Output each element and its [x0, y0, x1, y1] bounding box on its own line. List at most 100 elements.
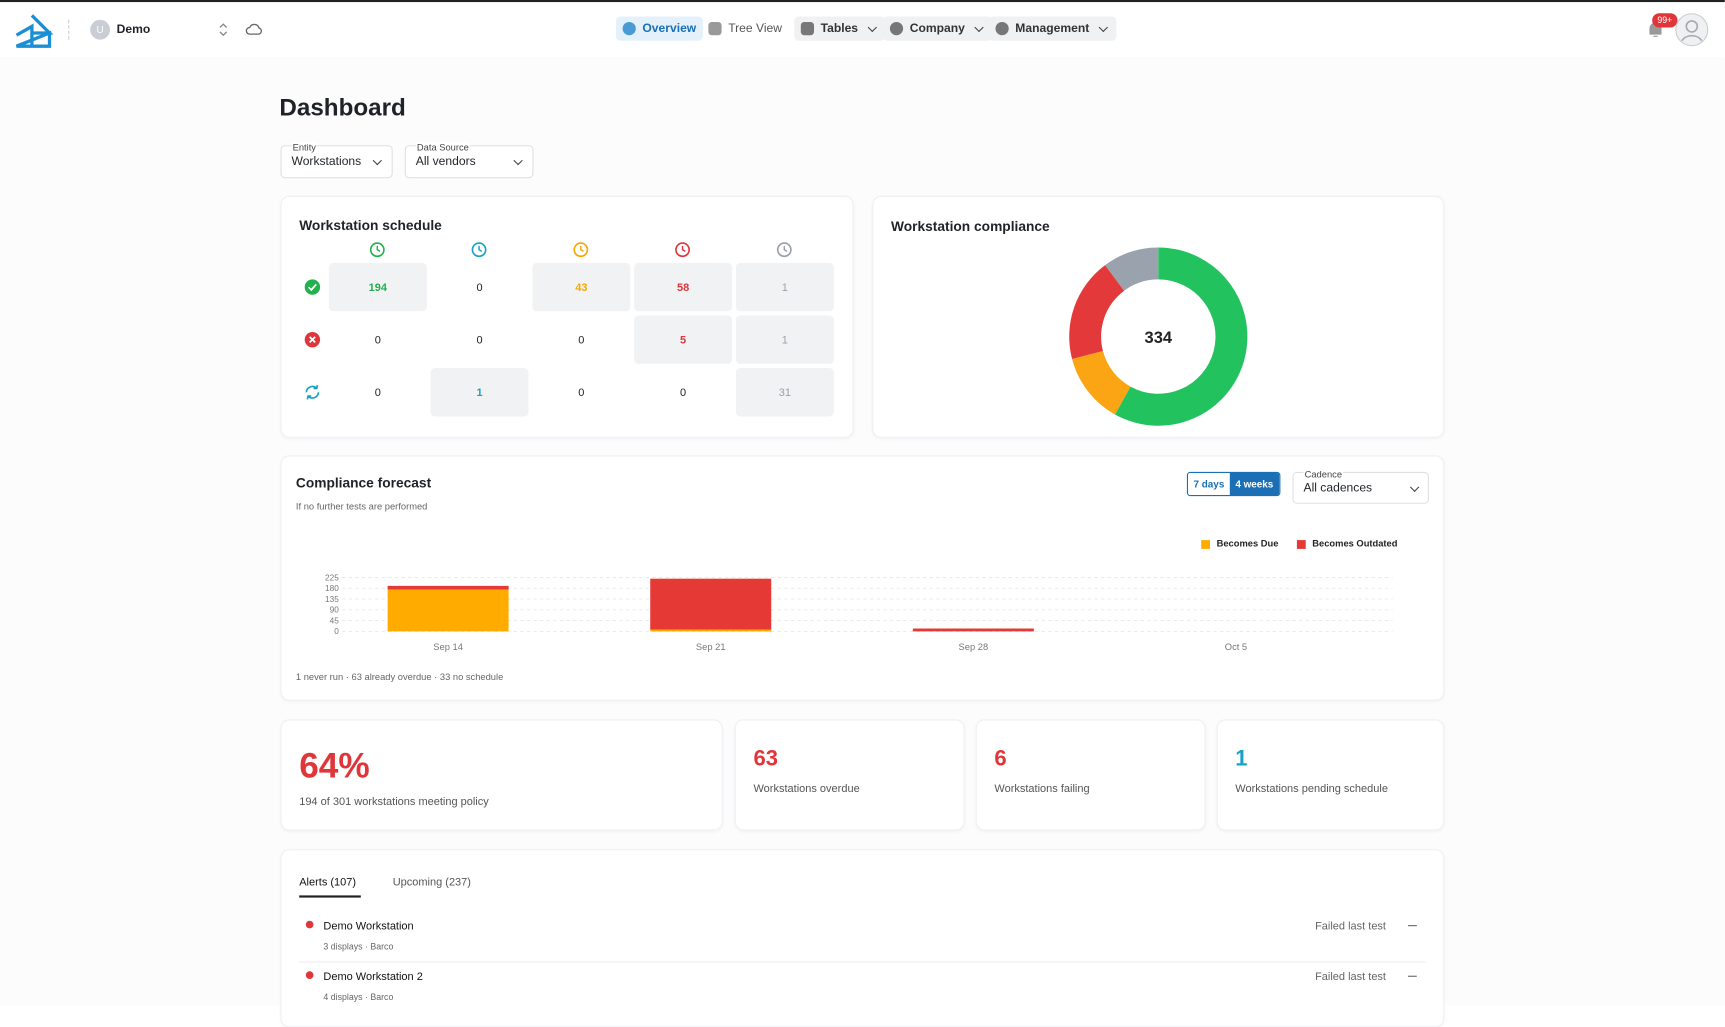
alert-detail: 3 displays · Barco: [323, 941, 394, 952]
select-value: All vendors: [415, 155, 476, 169]
schedule-cell: [735, 368, 834, 417]
schedule-value: 5: [680, 335, 686, 347]
row-icon: [305, 384, 320, 400]
y-tick-label: 45: [330, 616, 340, 625]
nav-item[interactable]: Management: [988, 16, 1117, 41]
clock-face: [369, 242, 385, 258]
row-icon: [304, 279, 321, 295]
schedule-value: 1: [477, 387, 483, 399]
divider: [68, 19, 70, 40]
legend-swatch: [1201, 540, 1210, 549]
range-option[interactable]: 4 weeks: [1229, 473, 1279, 495]
schedule-value: 0: [477, 282, 483, 294]
top-bar: U Demo Overview Tree View Tables Company…: [0, 2, 1725, 58]
donut-segment: [1105, 247, 1159, 291]
schedule-cell: [532, 262, 631, 312]
clock-icon: [573, 242, 589, 258]
y-tick-label: 180: [325, 584, 339, 593]
y-tick-label: 0: [334, 627, 339, 636]
legend-label: Becomes Due: [1217, 539, 1279, 549]
tab[interactable]: Alerts (107): [299, 876, 357, 889]
alert-status: Failed last test: [1315, 971, 1386, 984]
stat-label: Workstations overdue: [753, 783, 860, 796]
alert-name[interactable]: Demo Workstation 2: [323, 971, 423, 984]
y-tick-label: 135: [325, 595, 339, 604]
x-tick-label: Sep 14: [433, 642, 463, 652]
schedule-value: 1: [782, 335, 788, 347]
logo: [15, 14, 54, 48]
legend-swatch: [1296, 540, 1306, 549]
x-tick-label: Oct 5: [1225, 642, 1247, 652]
nav-item[interactable]: Tables: [794, 16, 886, 41]
range-option[interactable]: 7 days: [1188, 473, 1230, 495]
select-label: Cadence: [1303, 468, 1344, 480]
source-select[interactable]: Data Source All vendors: [404, 141, 534, 179]
alert-dot: [305, 920, 314, 929]
tab[interactable]: Upcoming (237): [392, 876, 471, 889]
pass-icon: [304, 279, 321, 295]
stat-label: Workstations pending schedule: [1235, 783, 1388, 796]
alert-arrow[interactable]: [1408, 970, 1419, 982]
schedule-value: 0: [375, 387, 381, 399]
bar: [912, 628, 1034, 632]
entity-select[interactable]: Entity Workstations: [280, 141, 393, 179]
clock-icon: [471, 242, 487, 258]
org-name[interactable]: Demo: [116, 23, 151, 37]
schedule-value: 58: [677, 282, 689, 294]
cadence-select[interactable]: Cadence All cadences: [1292, 468, 1429, 504]
nav-item[interactable]: Overview: [616, 16, 703, 41]
schedule-cell: [328, 262, 427, 312]
bar: [650, 629, 772, 632]
nav-item[interactable]: Company: [883, 16, 993, 41]
clock-hands: [478, 245, 483, 252]
clock-hands: [681, 245, 686, 252]
card-subtitle: If no further tests are performed: [295, 500, 428, 512]
schedule-value: 0: [578, 387, 584, 399]
alerts-card: Alerts (107) Upcoming (237) Demo Worksta…: [280, 849, 1445, 1027]
x-tick-label: Sep 28: [959, 642, 989, 652]
cloud-icon[interactable]: [245, 21, 263, 36]
select-value: Workstations: [291, 155, 362, 169]
nav-label: Tables: [820, 22, 859, 36]
clock-icon: [776, 242, 792, 258]
donut-total: 334: [1145, 329, 1173, 347]
clock-face: [573, 242, 589, 258]
bar: [387, 585, 509, 590]
schedule-value: 43: [575, 282, 587, 294]
card-title: Workstation compliance: [891, 218, 1050, 235]
cross: [309, 336, 316, 344]
alert-detail: 4 displays · Barco: [323, 992, 394, 1003]
select-label: Entity: [291, 141, 318, 153]
schedule-cell: [735, 262, 834, 312]
donut-chart: 334: [1069, 247, 1248, 426]
select-value: All cadences: [1303, 481, 1373, 495]
nav-label: Tree View: [728, 22, 783, 36]
alert-status: Failed last test: [1315, 920, 1386, 933]
clock-icon: [675, 242, 690, 258]
nav-item[interactable]: Tree View: [702, 17, 789, 41]
org-switch[interactable]: [218, 21, 229, 39]
user-avatar[interactable]: [1674, 12, 1709, 47]
stat-value: 6: [994, 746, 1007, 772]
nav-label: Management: [1015, 22, 1090, 36]
clock-hands: [376, 245, 381, 252]
donut-segment: [1072, 350, 1131, 415]
schedule-value: 0: [680, 387, 686, 399]
row-icon: [304, 331, 321, 348]
alert-arrow[interactable]: [1408, 919, 1419, 931]
stat-card: 64% 194 of 301 workstations meeting polic…: [280, 719, 723, 831]
bar: [387, 589, 509, 632]
clock-face: [471, 242, 487, 258]
select-label: Data Source: [415, 141, 470, 153]
schedule-value: 194: [369, 282, 388, 294]
stat-card: 6 Workstations failing: [975, 719, 1206, 831]
alert-name[interactable]: Demo Workstation: [323, 920, 414, 933]
range-toggle: 7 days 4 weeks: [1186, 471, 1280, 497]
donut-segment: [1114, 247, 1248, 426]
page-title: Dashboard: [279, 93, 406, 122]
schedule-cell: [634, 315, 733, 364]
schedule-value: 0: [578, 335, 584, 347]
x-tick-label: Sep 21: [696, 642, 726, 652]
org-avatar: U: [90, 19, 110, 40]
